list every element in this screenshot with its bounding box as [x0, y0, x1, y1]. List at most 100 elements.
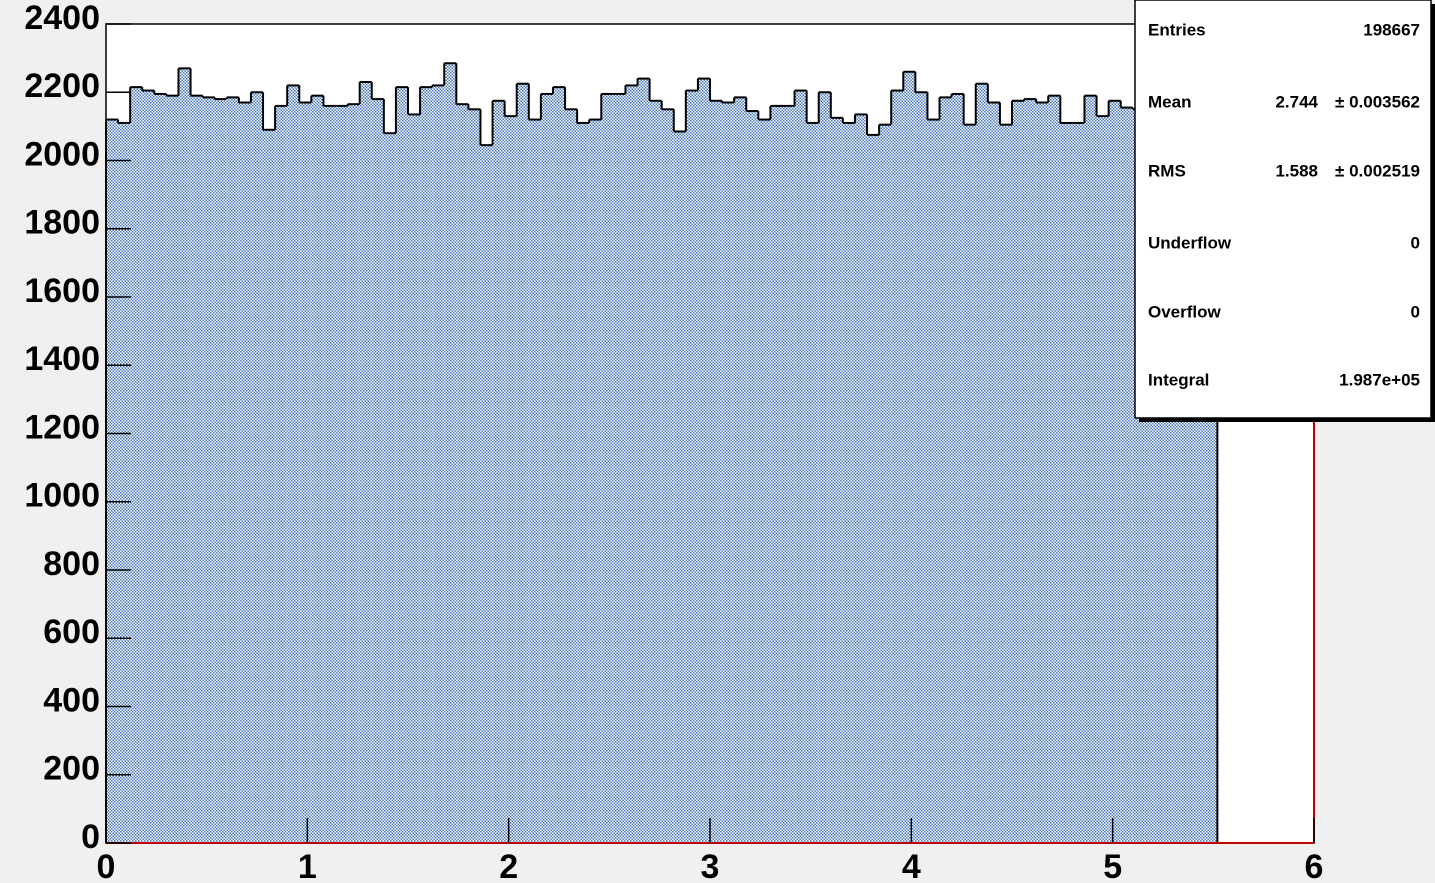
x-tick-label: 1	[298, 848, 317, 883]
bar	[383, 133, 396, 843]
bar	[275, 105, 288, 843]
stat-value: 1.588	[1275, 161, 1318, 180]
bar	[939, 97, 952, 843]
bar	[782, 105, 795, 843]
x-tick-label: 6	[1305, 848, 1324, 883]
bar	[371, 99, 384, 843]
bar	[190, 95, 203, 844]
bar	[1084, 95, 1097, 844]
bar	[287, 85, 300, 844]
bar	[999, 124, 1012, 843]
x-tick-label: 2	[499, 848, 518, 883]
bar	[975, 83, 988, 843]
stat-value: 2.744	[1275, 92, 1318, 111]
stats-box: Entries 198667 Mean ± 0.003562 2.744 RMS ± 0.0…	[1134, 0, 1435, 422]
bar	[552, 87, 566, 844]
y-tick-label: 1200	[24, 408, 100, 446]
bar	[794, 90, 807, 843]
bar	[468, 109, 481, 843]
bar	[697, 78, 710, 844]
stat-value: 1.987e+05	[1339, 370, 1420, 389]
bar	[106, 119, 119, 844]
bar	[625, 85, 638, 844]
bar	[299, 102, 312, 844]
bar	[1048, 95, 1061, 844]
bar	[951, 93, 964, 844]
bar	[456, 104, 469, 844]
bar	[854, 114, 868, 843]
bar	[915, 92, 928, 843]
y-tick-label: 2000	[24, 135, 100, 173]
bar	[830, 117, 843, 843]
bar	[226, 97, 239, 843]
stat-label: Entries	[1148, 20, 1206, 39]
y-tick-label: 2200	[24, 67, 100, 105]
y-tick-label: 600	[43, 613, 100, 651]
bar	[1012, 100, 1025, 843]
bar	[734, 97, 747, 843]
bar	[1108, 100, 1121, 843]
bar	[1036, 102, 1049, 844]
bar	[335, 105, 348, 843]
bar	[879, 124, 892, 843]
bar	[673, 131, 686, 843]
bar	[806, 122, 819, 843]
bar	[927, 119, 940, 844]
bar	[238, 102, 251, 844]
bar	[661, 109, 674, 843]
bar	[504, 116, 517, 843]
bar	[891, 90, 904, 843]
bar	[118, 122, 131, 843]
bar	[758, 119, 771, 844]
bar	[480, 145, 493, 844]
bar	[166, 95, 179, 844]
bar	[987, 102, 1000, 844]
bar	[903, 71, 916, 843]
y-tick-label: 2400	[24, 0, 100, 37]
y-tick-label: 1400	[24, 340, 100, 378]
stats-panel	[1134, 0, 1432, 419]
bar	[565, 109, 578, 843]
bar	[359, 82, 372, 843]
bar	[420, 87, 433, 844]
bar	[867, 134, 880, 843]
bar	[263, 129, 276, 844]
bar	[649, 100, 662, 843]
bar	[311, 95, 324, 844]
stat-label: Mean	[1148, 92, 1191, 111]
bar	[1060, 122, 1073, 843]
bar	[577, 122, 590, 843]
stat-label: Underflow	[1148, 233, 1232, 252]
bar	[770, 105, 783, 843]
bar	[589, 119, 602, 844]
y-tick-label: 200	[43, 750, 100, 788]
y-tick-label: 1600	[24, 272, 100, 310]
bar	[214, 99, 227, 843]
stat-label: Overflow	[1148, 302, 1222, 321]
bar	[154, 93, 167, 844]
bar	[637, 78, 650, 844]
bar	[516, 83, 529, 843]
bar	[1120, 107, 1133, 843]
bar	[842, 122, 855, 843]
bar	[142, 90, 155, 843]
bar	[323, 105, 336, 843]
x-tick-label: 5	[1103, 848, 1122, 883]
bar	[540, 93, 553, 844]
bar	[710, 100, 723, 843]
bar	[746, 111, 759, 844]
bar	[963, 124, 976, 843]
bar	[432, 85, 445, 844]
bar	[1072, 122, 1085, 843]
stat-value: 0	[1411, 233, 1420, 252]
bar	[1024, 99, 1037, 843]
bar	[492, 100, 505, 843]
bar	[250, 92, 264, 843]
y-tick-label: 800	[43, 545, 100, 583]
x-tick-label: 0	[97, 848, 116, 883]
bar	[395, 87, 408, 844]
bar	[1096, 116, 1109, 843]
bar	[722, 102, 735, 844]
bar	[613, 93, 626, 844]
bar	[444, 63, 457, 843]
